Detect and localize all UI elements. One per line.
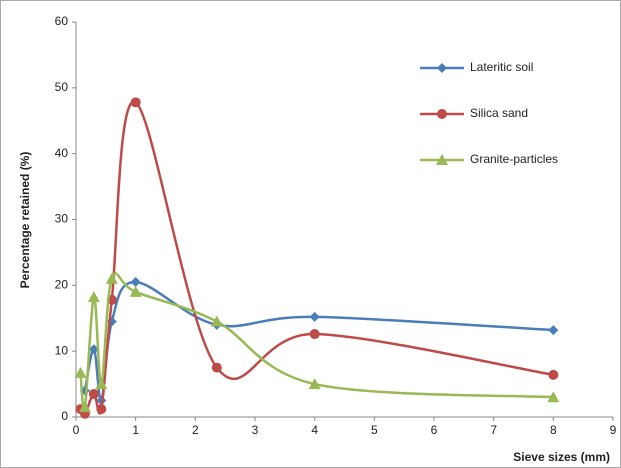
marker — [211, 362, 222, 373]
x-tick-label: 8 — [550, 423, 557, 437]
legend-marker — [437, 109, 447, 119]
y-tick-label: 0 — [61, 409, 68, 423]
marker — [548, 369, 559, 380]
marker — [548, 325, 559, 336]
x-tick-label: 3 — [252, 423, 259, 437]
marker — [309, 329, 320, 340]
x-tick-label: 6 — [431, 423, 438, 437]
y-axis-label: Percentage retained (%) — [18, 152, 32, 289]
y-tick-label: 60 — [55, 14, 69, 28]
legend-label: Silica sand — [470, 106, 528, 120]
marker — [96, 404, 107, 415]
x-tick-label: 4 — [311, 423, 318, 437]
marker — [129, 285, 142, 297]
marker — [130, 97, 141, 108]
y-tick-label: 40 — [55, 146, 69, 160]
legend-label: Granite-particles — [470, 152, 558, 166]
x-tick-label: 5 — [371, 423, 378, 437]
y-tick-label: 20 — [55, 278, 69, 292]
marker — [74, 366, 87, 378]
marker — [210, 315, 223, 327]
x-tick-label: 0 — [73, 423, 80, 437]
marker — [105, 272, 118, 284]
marker — [130, 277, 141, 288]
x-tick-label: 7 — [490, 423, 497, 437]
marker — [95, 378, 108, 390]
marker — [78, 401, 91, 413]
legend-label: Lateritic soil — [470, 60, 533, 74]
y-tick-label: 10 — [55, 343, 69, 357]
marker — [88, 388, 99, 399]
x-tick-label: 1 — [132, 423, 139, 437]
marker — [547, 391, 560, 403]
marker — [308, 378, 321, 390]
x-axis-label: Sieve sizes (mm) — [513, 450, 610, 464]
legend-marker — [436, 154, 448, 165]
legend-marker — [437, 63, 447, 73]
x-tick-label: 2 — [192, 423, 199, 437]
x-tick-label: 9 — [610, 423, 617, 437]
marker — [88, 344, 99, 355]
y-tick-label: 50 — [55, 80, 69, 94]
marker — [87, 291, 100, 303]
y-tick-label: 30 — [55, 212, 69, 226]
marker — [309, 311, 320, 322]
